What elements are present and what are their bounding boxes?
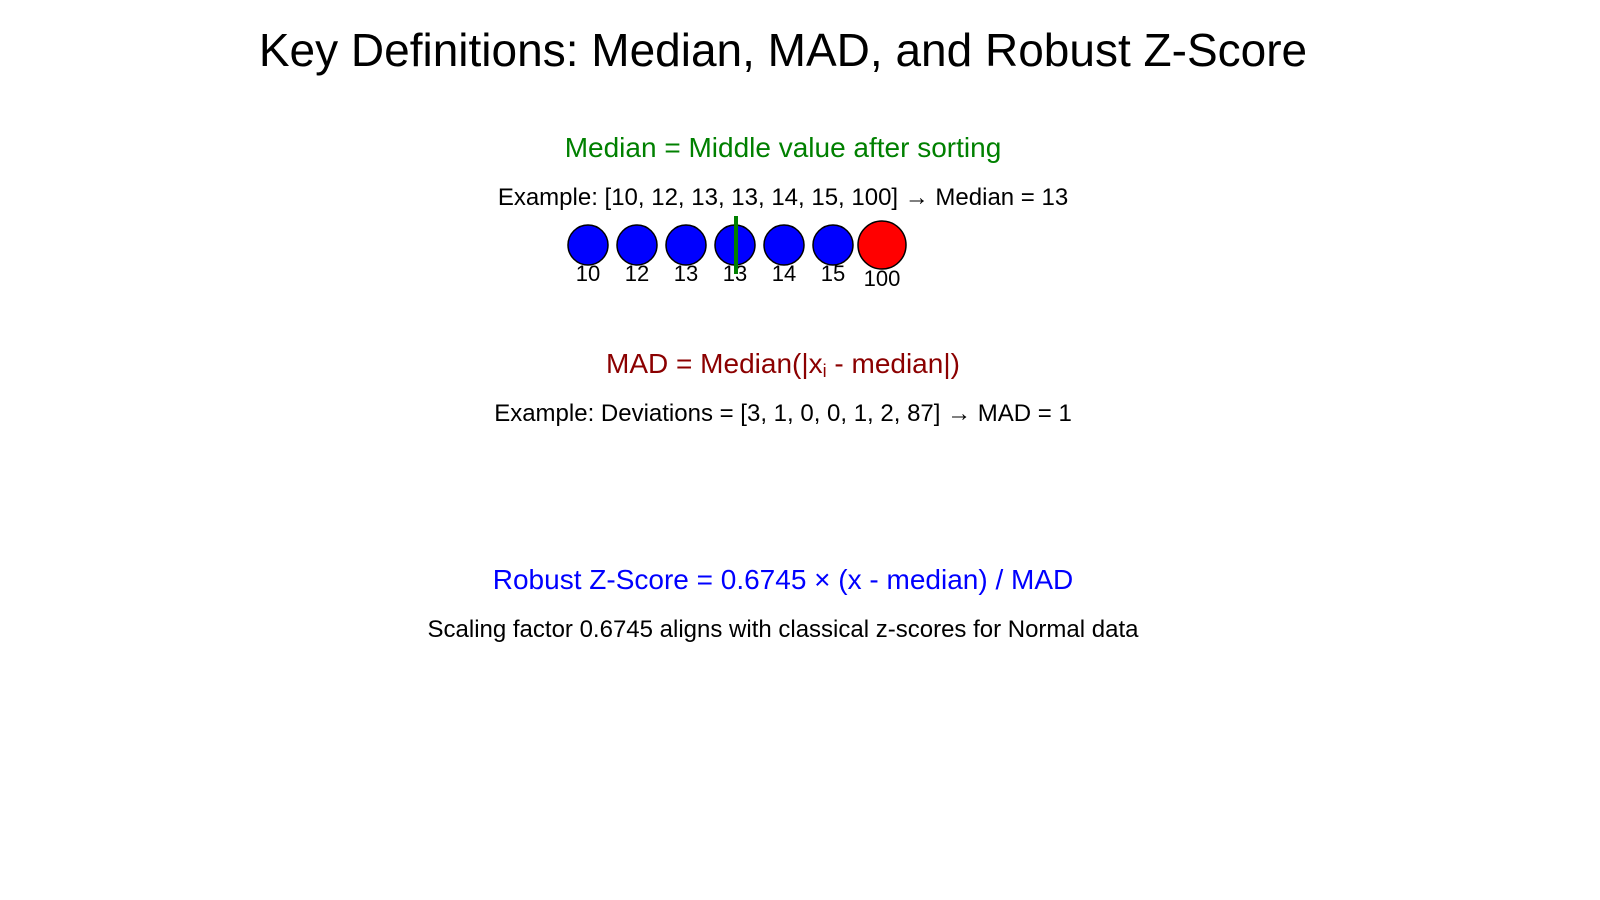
mad-heading-main: MAD = Median(|x [606, 348, 823, 379]
data-point-label: 15 [821, 261, 845, 286]
data-point-label: 13 [674, 261, 698, 286]
data-point-label: 14 [772, 261, 796, 286]
robust-z-note: Scaling factor 0.6745 aligns with classi… [428, 616, 1140, 643]
data-point [616, 224, 658, 266]
mad-heading-subscript: i [823, 361, 827, 381]
robust-z-heading: Robust Z-Score = 0.6745 × (x - median) /… [493, 564, 1073, 595]
data-point-label: 100 [864, 266, 901, 291]
mad-heading: MAD = Median(|xi - median|) [606, 348, 960, 381]
data-point [567, 224, 609, 266]
median-example: Example: [10, 12, 13, 13, 14, 15, 100] →… [498, 184, 1068, 211]
median-dots: 101213131415100 [567, 216, 907, 291]
data-point [763, 224, 805, 266]
data-point [665, 224, 707, 266]
mad-heading-end: - median|) [827, 348, 960, 379]
mad-example: Example: Deviations = [3, 1, 0, 0, 1, 2,… [494, 400, 1072, 427]
median-heading: Median = Middle value after sorting [565, 132, 1002, 163]
outlier-point [857, 220, 907, 270]
data-point-label: 10 [576, 261, 600, 286]
data-point [812, 224, 854, 266]
data-point-label: 12 [625, 261, 649, 286]
page-title: Key Definitions: Median, MAD, and Robust… [259, 24, 1307, 76]
